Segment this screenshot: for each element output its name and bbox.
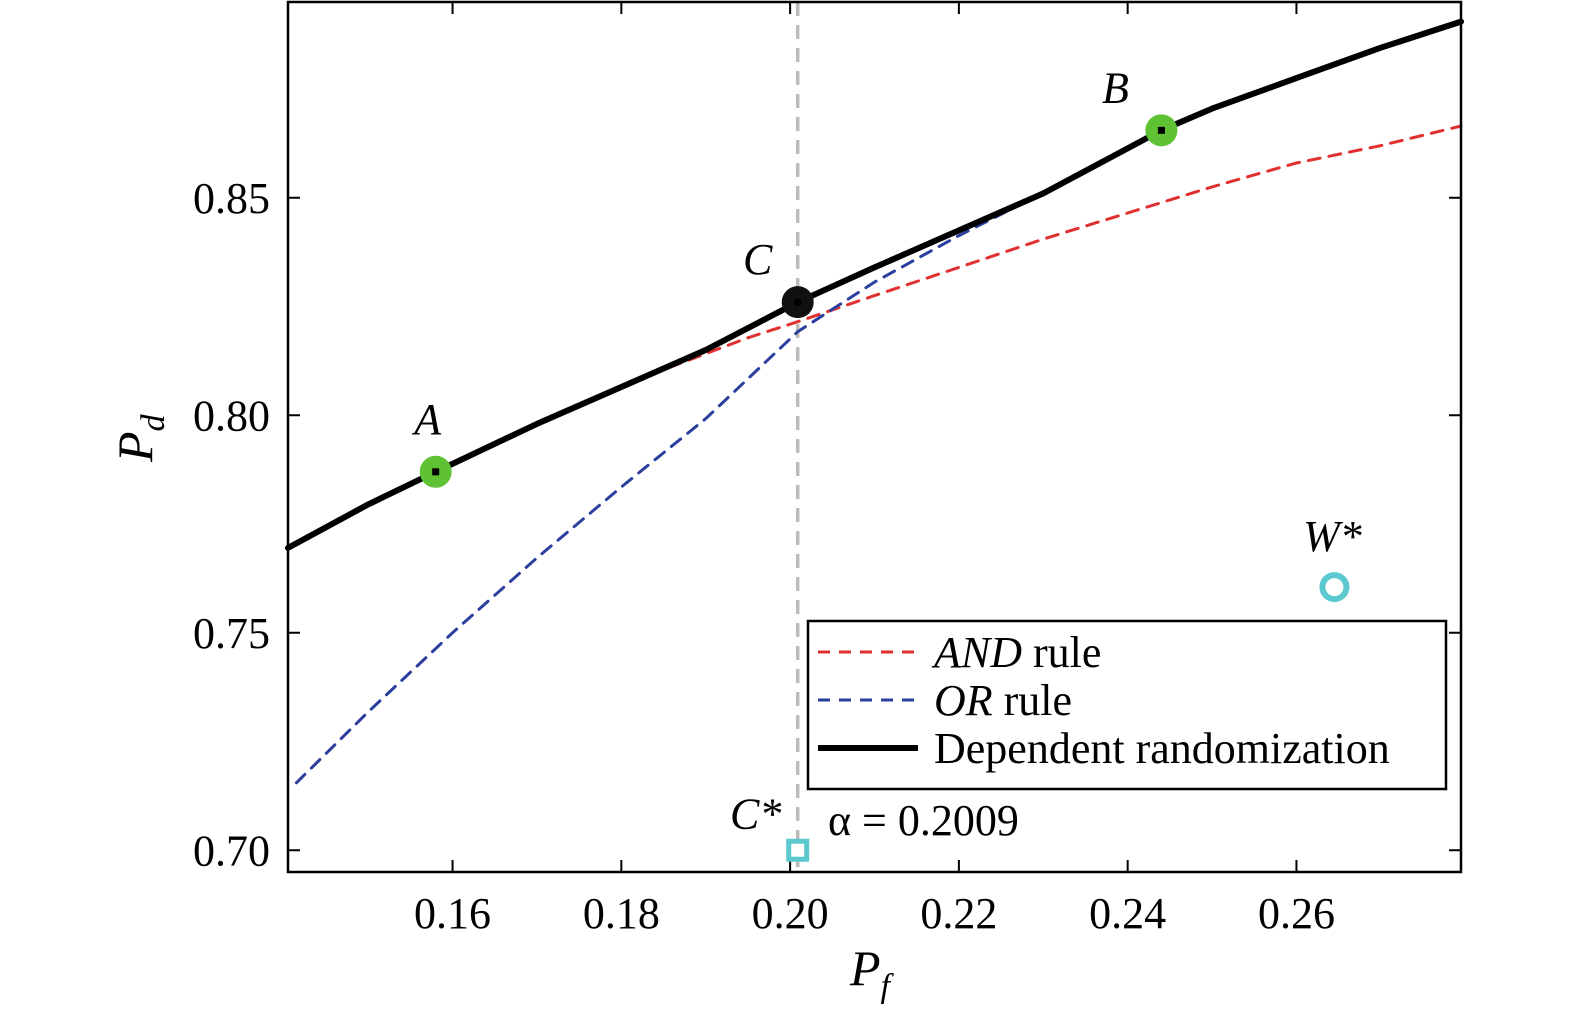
point-w-star — [1319, 572, 1350, 603]
x-axis-label: Pf — [849, 940, 895, 1005]
point-label-c-star: C* — [730, 789, 781, 838]
legend-label-italic: OR — [934, 676, 993, 725]
legend-label-rest: rule — [993, 676, 1072, 725]
y-tick-label: 0.80 — [193, 391, 270, 440]
point-c-center — [794, 298, 802, 306]
y-axis-label: Pd — [107, 413, 172, 463]
x-axis-label-sub: f — [881, 968, 895, 1005]
point-c-star — [786, 838, 810, 862]
point-b-center — [1157, 126, 1165, 134]
alpha-annotation: α = 0.2009 — [828, 796, 1019, 845]
legend-entry-dependent-randomization: Dependent randomization — [818, 724, 1390, 773]
legend-label: AND rule — [931, 628, 1101, 677]
legend-label: Dependent randomization — [934, 724, 1390, 773]
legend-label-rest: rule — [1022, 628, 1101, 677]
point-c — [781, 286, 814, 319]
annotation-layer: α = 0.2009 — [828, 796, 1019, 845]
point-label-a: A — [411, 395, 442, 444]
y-tick-label: 0.75 — [193, 609, 270, 658]
point-label-w-star: W* — [1303, 512, 1362, 561]
x-tick-label: 0.26 — [1258, 889, 1335, 938]
x-tick-label: 0.20 — [752, 889, 829, 938]
legend-label-rest: Dependent randomization — [934, 724, 1390, 773]
point-a-center — [432, 468, 440, 476]
plot-frame — [286, 0, 1463, 874]
point-b — [1145, 114, 1178, 147]
x-tick-label: 0.24 — [1089, 889, 1166, 938]
x-tick-label: 0.18 — [583, 889, 660, 938]
legend-entry-or-rule: OR rule — [818, 676, 1072, 725]
points-layer — [419, 114, 1350, 862]
y-tick-labels: 0.70 0.75 0.80 0.85 — [193, 174, 270, 876]
tick-marks — [288, 2, 1461, 872]
y-tick-label: 0.85 — [193, 174, 270, 223]
legend-entry-and-rule: AND rule — [818, 628, 1101, 677]
x-tick-label: 0.16 — [414, 889, 491, 938]
y-tick-label: 0.70 — [193, 826, 270, 875]
point-a — [419, 455, 452, 488]
x-tick-labels: 0.16 0.18 0.20 0.22 0.24 0.26 — [414, 889, 1335, 938]
point-label-c: C — [743, 235, 773, 284]
x-axis-label-main: P — [849, 940, 881, 996]
legend-box — [806, 619, 1448, 791]
series-line-dependent-randomization — [285, 18, 1464, 551]
legend-label-italic: AND — [931, 628, 1022, 677]
series-layer — [285, 18, 1464, 785]
legend-label: OR rule — [934, 676, 1072, 725]
y-axis-label-sub: d — [135, 413, 172, 431]
y-axis-label-main: P — [107, 431, 163, 463]
point-labels: A B C C* W* — [411, 63, 1362, 838]
x-tick-label: 0.22 — [920, 889, 997, 938]
point-label-b: B — [1102, 63, 1129, 112]
series-line-and-rule — [590, 124, 1463, 402]
series-line-or-rule — [294, 191, 1045, 785]
